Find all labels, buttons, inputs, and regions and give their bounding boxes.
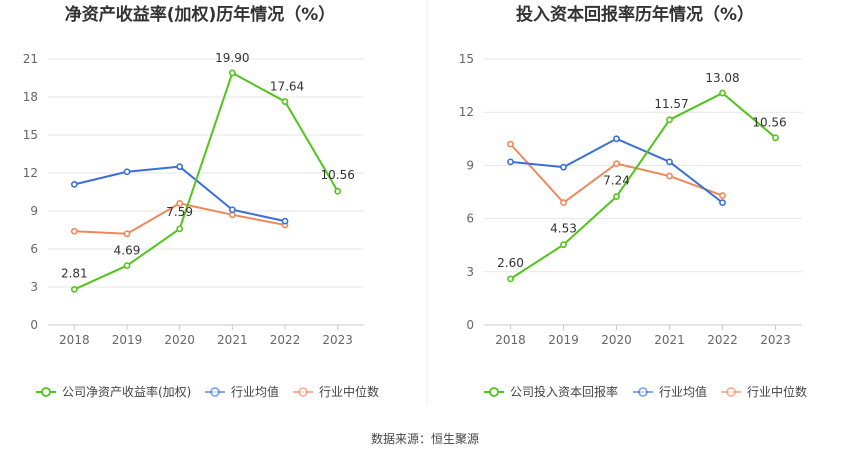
x-tick-label: 2022 [270,333,301,347]
x-tick-label: 2022 [707,333,738,347]
data-label: 4.53 [550,222,577,236]
legend-label: 行业均值 [231,384,279,399]
data-point-avg [123,168,131,176]
legend-label: 行业中位数 [747,384,807,399]
data-point-company [334,187,342,195]
legend-label: 公司净资产收益率(加权) [62,384,191,399]
x-tick-label: 2018 [59,333,90,347]
chart-title: 净资产收益率(加权)历年情况（%） [65,4,336,25]
y-tick-label: 3 [30,280,38,294]
data-point-avg [281,217,289,225]
y-tick-label: 9 [466,158,474,172]
data-point-company [507,275,514,283]
x-tick-label: 2021 [654,333,685,347]
data-point-avg [70,180,78,188]
y-tick-label: 15 [459,52,474,66]
legend-label: 行业均值 [659,384,707,399]
x-tick-label: 2019 [548,333,579,347]
x-tick-label: 2023 [322,333,353,347]
data-label: 10.56 [752,116,786,130]
data-point-avg [613,135,620,143]
y-tick-label: 9 [30,204,38,218]
series-line-company [509,92,777,280]
y-tick-label: 6 [30,242,38,256]
data-point-company [70,286,78,293]
data-point-avg [507,158,514,166]
data-point-median [560,199,567,207]
y-tick-label: 0 [30,318,38,332]
data-point-company [772,134,779,142]
y-tick-label: 12 [459,105,474,119]
x-tick-label: 2018 [495,333,526,347]
legend-swatch-marker [210,387,220,397]
data-point-median [123,230,131,238]
data-point-company [666,116,673,124]
data-point-median [176,199,184,207]
data-label: 7.59 [166,205,193,219]
data-label: 19.90 [215,51,249,65]
legend-swatch-marker [298,387,308,397]
data-point-median [613,160,620,168]
y-tick-label: 18 [23,90,38,104]
legend-swatch-marker [726,387,736,397]
legend-swatch-marker [638,387,648,397]
y-tick-label: 0 [466,318,474,332]
chart-title: 投入资本回报率历年情况（%） [516,4,754,25]
data-point-avg [560,163,567,171]
legend-swatch-marker [489,387,499,397]
data-point-median [507,140,514,148]
x-tick-label: 2019 [112,333,143,347]
data-label: 7.24 [603,174,630,188]
data-label: 2.60 [497,256,524,270]
data-label: 11.57 [654,97,688,111]
series-line-company [73,71,339,291]
series-line-avg [510,137,724,204]
legend-swatch-marker [41,387,51,397]
y-tick-label: 21 [23,52,38,66]
data-source-text: 数据来源：恒生聚源 [371,431,479,446]
data-point-company [719,89,726,97]
data-label: 10.56 [320,168,354,182]
data-point-company [560,241,567,249]
y-tick-label: 15 [23,128,38,142]
data-point-company [281,98,289,105]
data-point-median [666,172,673,180]
data-point-company [228,69,236,77]
data-point-median [70,227,78,235]
x-tick-label: 2021 [217,333,248,347]
data-point-avg [228,206,236,214]
y-tick-label: 6 [466,212,474,226]
x-tick-label: 2020 [164,333,195,347]
legend-label: 公司投入资本回报率 [510,384,618,399]
data-label: 4.69 [114,244,141,258]
roe-chart-panel: 净资产收益率(加权)历年情况（%） 0 3 6 9 12 15 18 21 2018 2019 202… [23,4,379,399]
data-point-avg [719,199,726,207]
legend-label: 行业中位数 [319,384,379,399]
data-label: 13.08 [705,71,739,85]
roic-chart-panel: 投入资本回报率历年情况（%） 0 3 6 9 12 15 2018 2019 2020 2021 20… [459,4,807,399]
data-point-avg [176,163,184,171]
data-point-avg [666,158,673,166]
data-point-company [176,225,184,233]
x-tick-label: 2023 [760,333,791,347]
data-point-median [719,192,726,199]
y-tick-label: 12 [23,166,38,180]
data-label: 2.81 [61,266,88,280]
data-label: 17.64 [270,80,304,94]
data-point-company [123,262,131,269]
x-tick-label: 2020 [601,333,632,347]
y-tick-label: 3 [466,265,474,279]
data-point-company [613,193,620,201]
